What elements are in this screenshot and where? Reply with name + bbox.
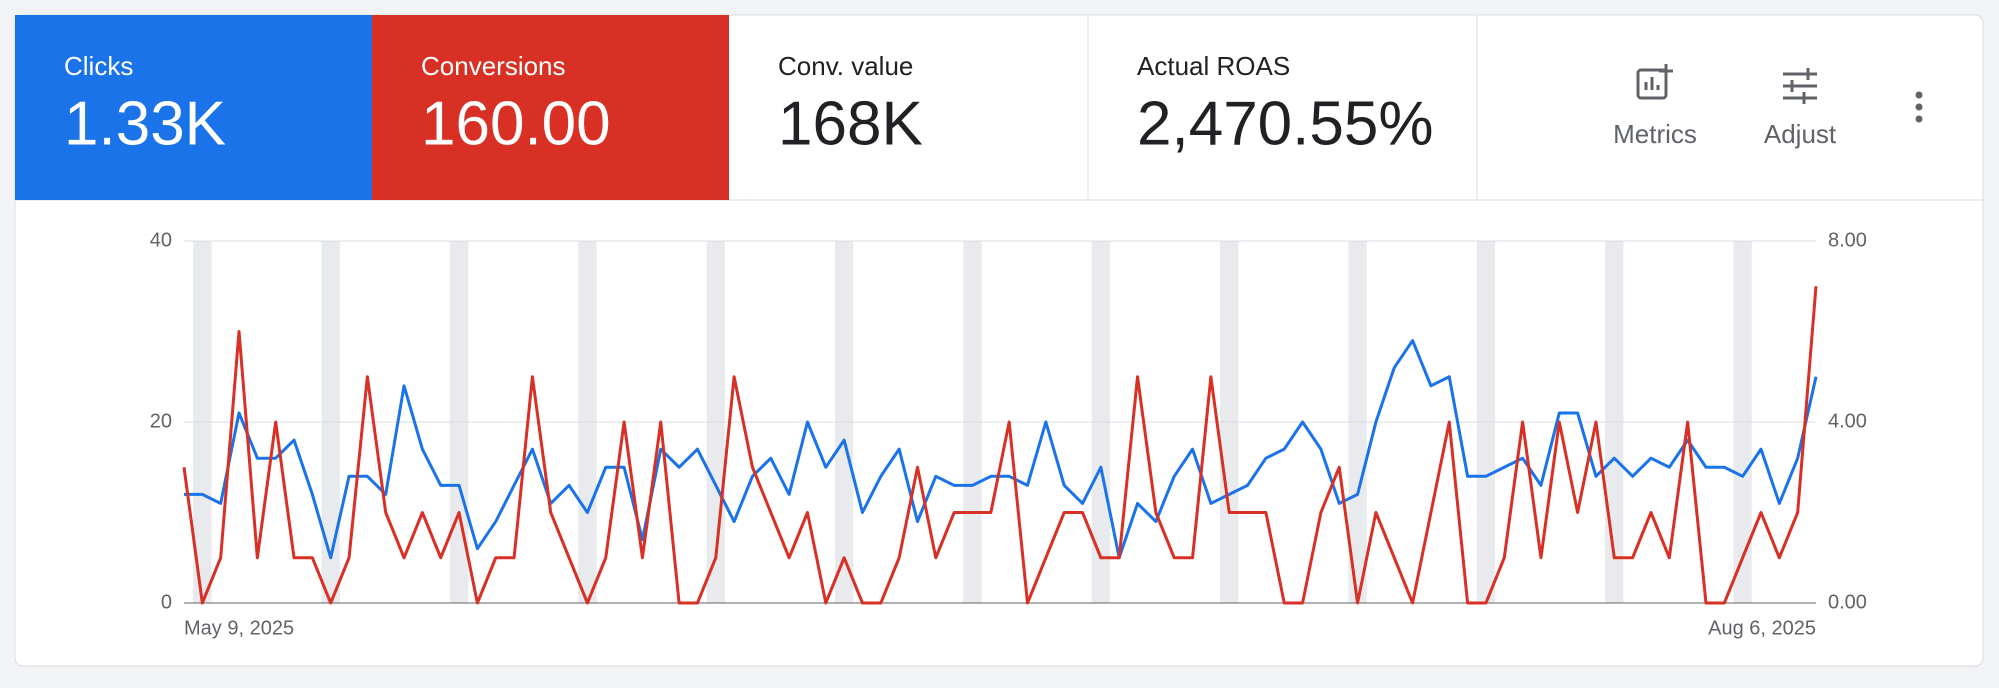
dot: [1915, 103, 1923, 111]
tile-value: 160.00: [421, 89, 611, 158]
tile-label: Actual ROAS: [1137, 51, 1290, 81]
dot: [1915, 115, 1923, 123]
adjust-button[interactable]: [1783, 68, 1817, 104]
tile-label: Conv. value: [778, 51, 913, 81]
series-line: [184, 339, 1818, 560]
toolbar-label[interactable]: Adjust: [1764, 119, 1837, 149]
y2-tick-label: 8.00: [1828, 229, 1867, 251]
y2-tick-label: 4.00: [1828, 410, 1867, 432]
tile-value: 2,470.55%: [1137, 89, 1433, 158]
more-button[interactable]: [1915, 91, 1923, 123]
clicks-tile[interactable]: [15, 15, 372, 200]
metrics-icon: [1636, 68, 1668, 100]
series-line: [182, 286, 1818, 605]
conversions-tile[interactable]: [372, 15, 729, 200]
x-tick-label: May 9, 2025: [184, 617, 294, 639]
adjust-icon: [1783, 72, 1817, 100]
tile-value: 1.33K: [64, 89, 226, 158]
y-tick-label: 40: [150, 229, 172, 251]
y2-tick-label: 0.00: [1828, 591, 1867, 613]
adjust-icon: [1790, 68, 1810, 104]
y-tick-label: 20: [150, 410, 172, 432]
metrics-icon: [1644, 64, 1673, 90]
dot: [1915, 91, 1923, 99]
tile-label: Conversions: [421, 51, 566, 81]
y-tick-label: 0: [161, 591, 172, 613]
tile-value: 168K: [778, 89, 923, 158]
metrics-button[interactable]: [1636, 64, 1673, 100]
x-tick-label: Aug 6, 2025: [1708, 617, 1816, 639]
toolbar-label[interactable]: Metrics: [1613, 119, 1697, 149]
tile-label: Clicks: [64, 51, 133, 81]
